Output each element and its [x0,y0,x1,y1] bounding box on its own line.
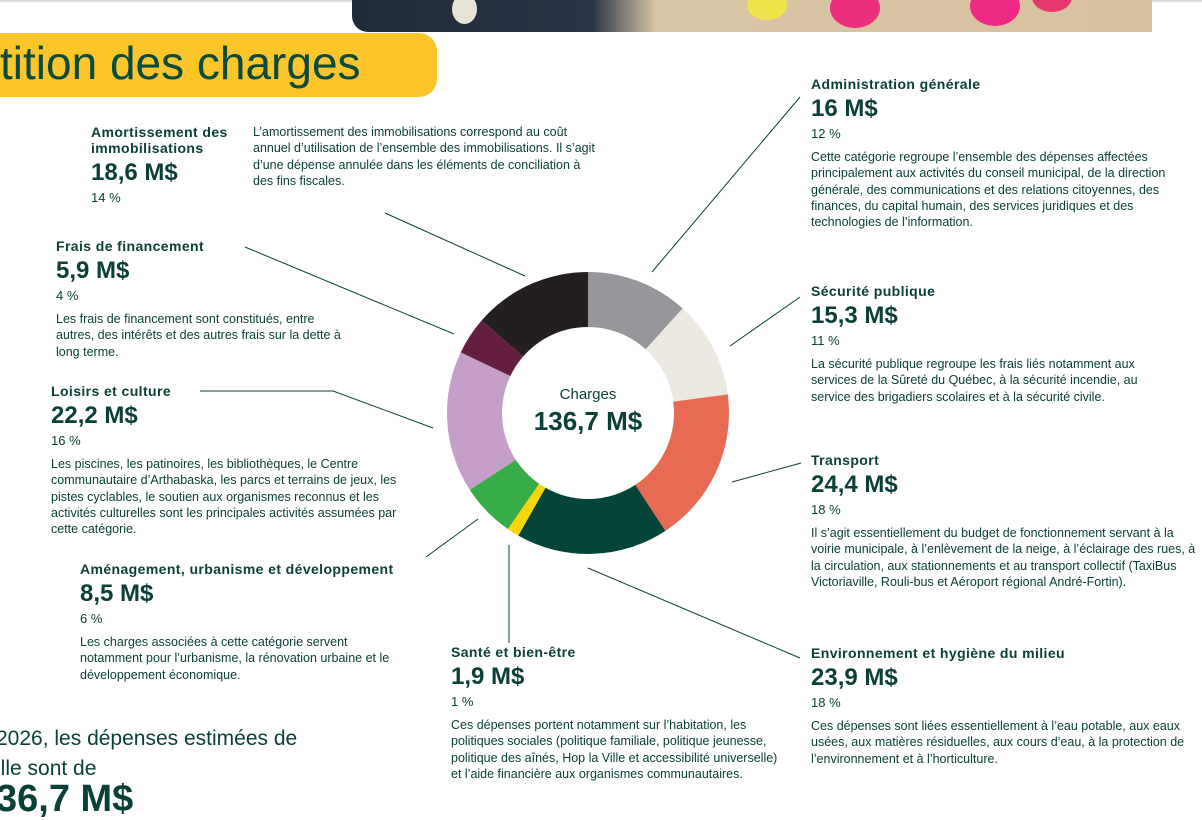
category-administration: Administration générale 16 M$ 12 % Cette… [811,76,1191,230]
summary-line-2: ille sont de [0,757,97,780]
category-percent: 11 % [811,333,840,348]
leader-line-securite [729,296,801,347]
leader-line-amenagement [425,518,479,558]
category-environnement: Environnement et hygiène du milieu 23,9 … [811,645,1201,767]
category-securite: Sécurité publique 15,3 M$ 11 % La sécuri… [811,283,1171,405]
category-description: Les piscines, les patinoires, les biblio… [51,457,397,537]
category-description: Les frais de financement sont constitués… [56,312,341,359]
leader-line-transport [731,462,802,483]
category-loisirs: Loisirs et culture 22,2 M$ 16 % Les pisc… [51,383,411,537]
donut-slice-administration-générale [588,272,683,350]
donut-slice-frais-de-financement [460,320,524,377]
category-name: Environnement et hygiène du milieu [811,645,1065,661]
category-percent: 14 % [91,190,121,205]
climbing-wall-photo [352,0,1152,32]
category-name: Transport [811,452,880,468]
category-amount: 22,2 M$ [51,402,138,429]
category-name: Amortissement des immobilisations [91,124,228,156]
donut-slice-sécurité-publique [645,308,728,402]
category-description: Il s’agit essentiellement du budget de f… [811,526,1196,589]
category-percent: 1 % [451,694,474,709]
bottom-summary: 2026, les dépenses estimées de ille sont… [0,724,298,820]
leader-line-amortissement [384,212,526,277]
category-amortissement: Amortissement des immobilisations 18,6 M… [91,124,246,205]
category-amortissement-description: L’amortissement des immobilisations corr… [253,116,598,189]
donut-slice-amortissement-des-immobilisations [481,272,588,357]
center-label: Charges [559,386,617,403]
category-name: Frais de financement [56,238,205,254]
category-name: Sécurité publique [811,283,936,299]
category-amenagement: Aménagement, urbanisme et développement … [80,561,400,683]
category-percent: 6 % [80,611,103,626]
category-name: Loisirs et culture [51,383,172,399]
donut-slice-loisirs-et-culture [447,352,516,490]
category-amount: 23,9 M$ [811,664,898,691]
category-description: Ces dépenses portent notamment sur l’hab… [451,718,778,781]
category-percent: 18 % [811,695,841,710]
category-name: Administration générale [811,76,981,92]
category-percent: 16 % [51,433,81,448]
donut-slice-environnement-et-hygiène-du-milieu [518,484,666,554]
category-amount: 5,9 M$ [56,257,130,284]
leader-lines [200,96,802,659]
category-transport: Transport 24,4 M$ 18 % Il s’agit essenti… [811,452,1196,590]
summary-total: 36,7 M$ [0,778,134,820]
category-amount: 8,5 M$ [80,580,154,607]
donut-chart [200,96,802,659]
category-name: Aménagement, urbanisme et développement [80,561,394,577]
leader-line-administration [651,96,801,273]
category-amount: 15,3 M$ [811,302,898,329]
category-frais: Frais de financement 5,9 M$ 4 % Les frai… [56,238,346,360]
category-percent: 12 % [811,126,841,141]
category-description: L’amortissement des immobilisations corr… [253,125,595,188]
category-percent: 4 % [56,288,79,303]
category-amount: 24,4 M$ [811,471,898,498]
leader-line-environnement [587,567,801,659]
donut-slice-transport [635,394,729,531]
category-amount: 18,6 M$ [91,159,178,186]
category-sante: Santé et bien-être 1,9 M$ 1 % Ces dépens… [451,644,781,782]
leader-line-loisirs [200,390,434,429]
category-amount: 1,9 M$ [451,663,525,690]
category-percent: 18 % [811,502,841,517]
summary-line-1: 2026, les dépenses estimées de [0,727,298,750]
category-description: Les charges associées à cette catégorie … [80,635,390,682]
donut-slice-aménagement-urbanisme-et-développement [469,459,540,530]
page-title: tition des charges [0,37,361,89]
donut-slice-santé-et-bien-être [507,483,546,536]
category-description: Ces dépenses sont liées essentiellement … [811,719,1185,766]
center-value: 136,7 M$ [533,406,643,436]
category-description: Cette catégorie regroupe l’ensemble des … [811,150,1166,230]
category-amount: 16 M$ [811,95,878,122]
title-pill [0,33,437,97]
leader-line-frais [244,246,455,335]
category-description: La sécurité publique regroupe les frais … [811,357,1138,404]
category-name: Santé et bien-être [451,644,576,660]
